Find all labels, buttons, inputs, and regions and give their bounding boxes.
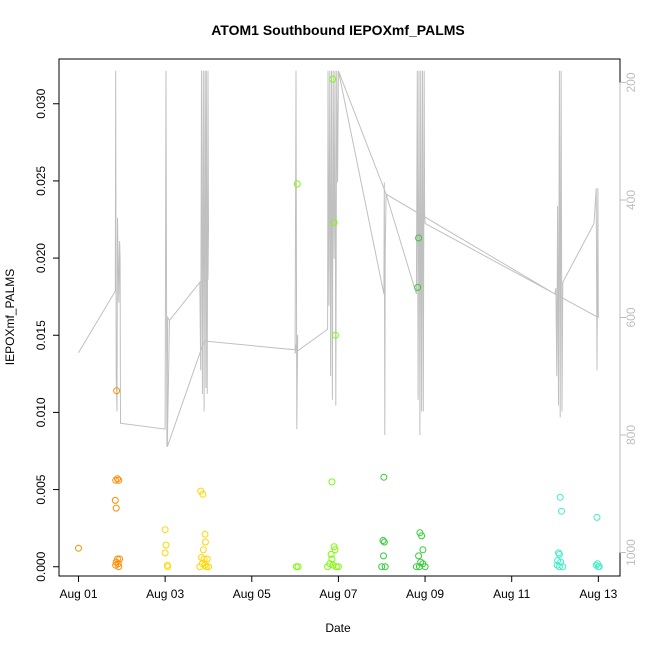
data-point bbox=[593, 513, 601, 521]
data-point bbox=[414, 283, 422, 291]
points-layer bbox=[75, 75, 603, 571]
y-tick-label: 0.015 bbox=[34, 320, 48, 350]
x-tick-label: Aug 09 bbox=[406, 587, 444, 601]
data-point bbox=[115, 476, 123, 484]
data-point bbox=[417, 558, 425, 566]
data-point bbox=[558, 507, 565, 515]
data-point bbox=[327, 550, 335, 558]
x-tick-label: Aug 11 bbox=[493, 587, 530, 601]
chart-title: ATOM1 Southbound IEPOXmf_PALMS bbox=[211, 22, 465, 38]
data-point bbox=[555, 550, 563, 558]
data-point bbox=[380, 538, 388, 546]
x-tick-label: Aug 03 bbox=[146, 587, 184, 601]
data-point bbox=[201, 530, 209, 538]
y-axis-label: IEPOXmf_PALMS bbox=[3, 269, 17, 365]
pressure-line bbox=[78, 70, 599, 447]
x-tick-label: Aug 13 bbox=[579, 587, 617, 601]
data-point bbox=[330, 543, 338, 551]
data-point bbox=[331, 331, 339, 339]
data-point bbox=[556, 493, 564, 501]
y-tick-label: 0.030 bbox=[34, 88, 48, 118]
data-point bbox=[115, 563, 123, 571]
data-point bbox=[293, 180, 301, 188]
y-tick-label: 0.025 bbox=[34, 166, 48, 196]
data-point bbox=[202, 563, 210, 571]
data-point bbox=[162, 541, 170, 549]
data-point bbox=[161, 526, 169, 534]
data-point bbox=[555, 563, 563, 571]
data-point bbox=[205, 563, 212, 571]
y-tick-label: 0.000 bbox=[34, 551, 48, 581]
x-tick-label: Aug 05 bbox=[233, 587, 271, 601]
data-point bbox=[332, 563, 340, 571]
y2-tick-label: 200 bbox=[624, 72, 638, 92]
data-point bbox=[75, 544, 82, 552]
y2-line-layer bbox=[78, 70, 599, 447]
data-point bbox=[415, 552, 423, 560]
y2-tick-label: 1000 bbox=[624, 539, 638, 566]
y-tick-label: 0.010 bbox=[34, 397, 48, 427]
y2-tick-label: 400 bbox=[624, 190, 638, 210]
data-point bbox=[203, 555, 211, 563]
x-tick-label: Aug 01 bbox=[59, 587, 97, 601]
data-point bbox=[334, 563, 342, 571]
data-point bbox=[324, 563, 332, 571]
y-tick-label: 0.020 bbox=[34, 243, 48, 273]
data-point bbox=[113, 387, 121, 395]
y2-tick-label: 800 bbox=[624, 425, 638, 445]
data-point bbox=[330, 219, 338, 227]
x-axis: Aug 01 Aug 03 Aug 05 Aug 07 Aug 09 Aug 11 Aug … bbox=[59, 575, 618, 601]
data-point bbox=[559, 563, 567, 571]
data-point bbox=[555, 549, 562, 557]
data-point bbox=[199, 546, 207, 554]
x-tick-label: Aug 07 bbox=[319, 587, 357, 601]
data-point bbox=[412, 563, 420, 571]
y-axis: 0.000 0.005 0.010 0.015 0.020 0.025 0.030 bbox=[34, 88, 60, 582]
data-point bbox=[421, 563, 429, 571]
data-point bbox=[294, 563, 302, 571]
data-point bbox=[418, 532, 426, 540]
data-point bbox=[379, 537, 387, 544]
data-point bbox=[328, 478, 336, 486]
data-point bbox=[199, 490, 207, 498]
data-point bbox=[201, 538, 209, 546]
data-point bbox=[380, 473, 388, 481]
data-point bbox=[378, 563, 386, 571]
data-point bbox=[161, 549, 169, 557]
data-point bbox=[164, 563, 172, 571]
y2-tick-label: 600 bbox=[624, 307, 638, 327]
y-tick-label: 0.005 bbox=[34, 474, 48, 504]
data-point bbox=[419, 546, 427, 554]
data-point bbox=[112, 504, 120, 512]
plot-frame bbox=[58, 58, 621, 577]
data-point bbox=[114, 475, 121, 483]
data-point bbox=[415, 234, 423, 242]
data-point bbox=[111, 496, 119, 504]
y2-axis: 200 400 600 800 1000 bbox=[619, 72, 638, 566]
data-point bbox=[331, 546, 339, 554]
data-point bbox=[329, 75, 337, 83]
data-point bbox=[112, 476, 120, 484]
data-point bbox=[380, 552, 387, 560]
x-axis-label: Date bbox=[325, 621, 351, 635]
data-point bbox=[381, 563, 389, 571]
data-point bbox=[114, 555, 121, 563]
data-point bbox=[595, 563, 603, 571]
